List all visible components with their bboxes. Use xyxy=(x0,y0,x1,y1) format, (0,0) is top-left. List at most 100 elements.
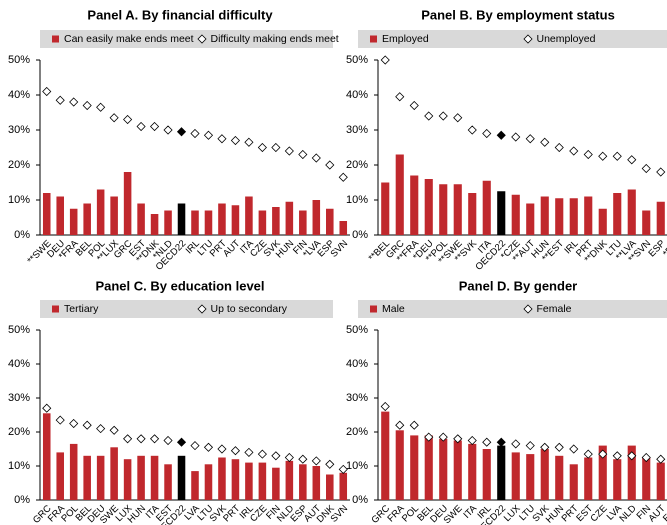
bar xyxy=(424,435,433,500)
marker xyxy=(380,55,390,65)
bar xyxy=(245,462,253,500)
bar xyxy=(656,201,665,235)
bar xyxy=(326,208,334,235)
marker xyxy=(271,451,281,461)
legend-label: Tertiary xyxy=(64,303,99,315)
marker xyxy=(540,442,550,452)
bar xyxy=(540,449,549,500)
marker xyxy=(55,95,65,105)
chart-title: Panel B. By employment status xyxy=(421,7,615,22)
bar xyxy=(231,205,240,235)
bar xyxy=(137,203,145,235)
bar xyxy=(123,459,132,500)
bar xyxy=(164,210,172,235)
marker xyxy=(467,435,477,446)
marker xyxy=(109,113,119,123)
marker xyxy=(627,155,637,165)
bar xyxy=(598,445,607,500)
marker xyxy=(627,451,637,461)
marker xyxy=(69,97,79,107)
marker xyxy=(380,401,390,412)
bar xyxy=(272,467,280,500)
bar xyxy=(204,210,213,235)
bar xyxy=(511,194,520,235)
legend-label: Employed xyxy=(382,33,429,45)
marker xyxy=(424,111,434,121)
marker xyxy=(569,444,579,454)
legend-box xyxy=(358,300,667,318)
bar xyxy=(299,464,307,500)
bar xyxy=(424,179,433,235)
y-tick-label: 0% xyxy=(14,229,30,241)
bar xyxy=(123,172,132,235)
bar xyxy=(42,193,51,235)
bar xyxy=(627,189,636,235)
marker xyxy=(230,135,241,146)
bar xyxy=(150,214,159,235)
marker xyxy=(583,449,593,459)
legend-box xyxy=(40,30,333,48)
marker xyxy=(123,114,133,125)
bar xyxy=(231,459,240,500)
bar xyxy=(285,201,294,235)
legend-swatch xyxy=(370,305,377,313)
bar xyxy=(381,411,390,500)
marker xyxy=(656,167,666,177)
marker xyxy=(641,452,651,463)
marker xyxy=(311,153,321,163)
marker xyxy=(554,442,564,452)
marker xyxy=(482,128,492,139)
marker xyxy=(496,130,506,140)
legend-label: Difficulty making ends meet xyxy=(211,33,339,45)
y-tick-label: 50% xyxy=(346,324,368,336)
bar xyxy=(381,182,390,235)
marker xyxy=(311,456,321,466)
legend-label: Up to secondary xyxy=(211,303,288,315)
bar xyxy=(177,203,186,235)
y-tick-label: 40% xyxy=(8,358,30,370)
marker xyxy=(298,149,308,160)
bar xyxy=(569,464,578,500)
marker xyxy=(82,420,92,430)
bar xyxy=(642,210,651,235)
bar xyxy=(627,445,636,500)
bar xyxy=(613,459,622,500)
bar xyxy=(439,438,448,500)
marker xyxy=(325,160,335,170)
y-tick-label: 10% xyxy=(346,460,368,472)
marker xyxy=(511,132,521,142)
y-tick-label: 30% xyxy=(8,124,30,136)
marker xyxy=(203,442,214,452)
y-tick-label: 20% xyxy=(8,426,30,438)
marker xyxy=(109,425,119,435)
y-tick-label: 40% xyxy=(8,89,30,101)
bar xyxy=(453,440,462,500)
marker xyxy=(511,439,521,449)
marker xyxy=(395,92,405,102)
marker xyxy=(55,415,65,425)
bar xyxy=(439,184,448,235)
bar xyxy=(69,208,78,235)
bar xyxy=(218,203,226,235)
x-tick-label: *FIN xyxy=(661,238,667,259)
marker xyxy=(149,121,160,132)
marker xyxy=(149,434,160,444)
bar xyxy=(204,464,213,500)
marker xyxy=(190,128,200,139)
legend-swatch xyxy=(52,35,59,43)
marker xyxy=(598,449,608,459)
legend-box xyxy=(40,300,333,318)
bar xyxy=(482,180,491,235)
y-tick-label: 20% xyxy=(346,159,368,171)
bar xyxy=(395,154,404,235)
marker xyxy=(325,459,335,469)
bar xyxy=(497,191,506,235)
marker xyxy=(96,424,106,434)
marker xyxy=(395,420,405,430)
marker xyxy=(203,130,214,140)
marker xyxy=(298,454,308,464)
bar xyxy=(540,196,549,235)
marker xyxy=(612,451,622,461)
y-tick-label: 10% xyxy=(346,194,368,206)
